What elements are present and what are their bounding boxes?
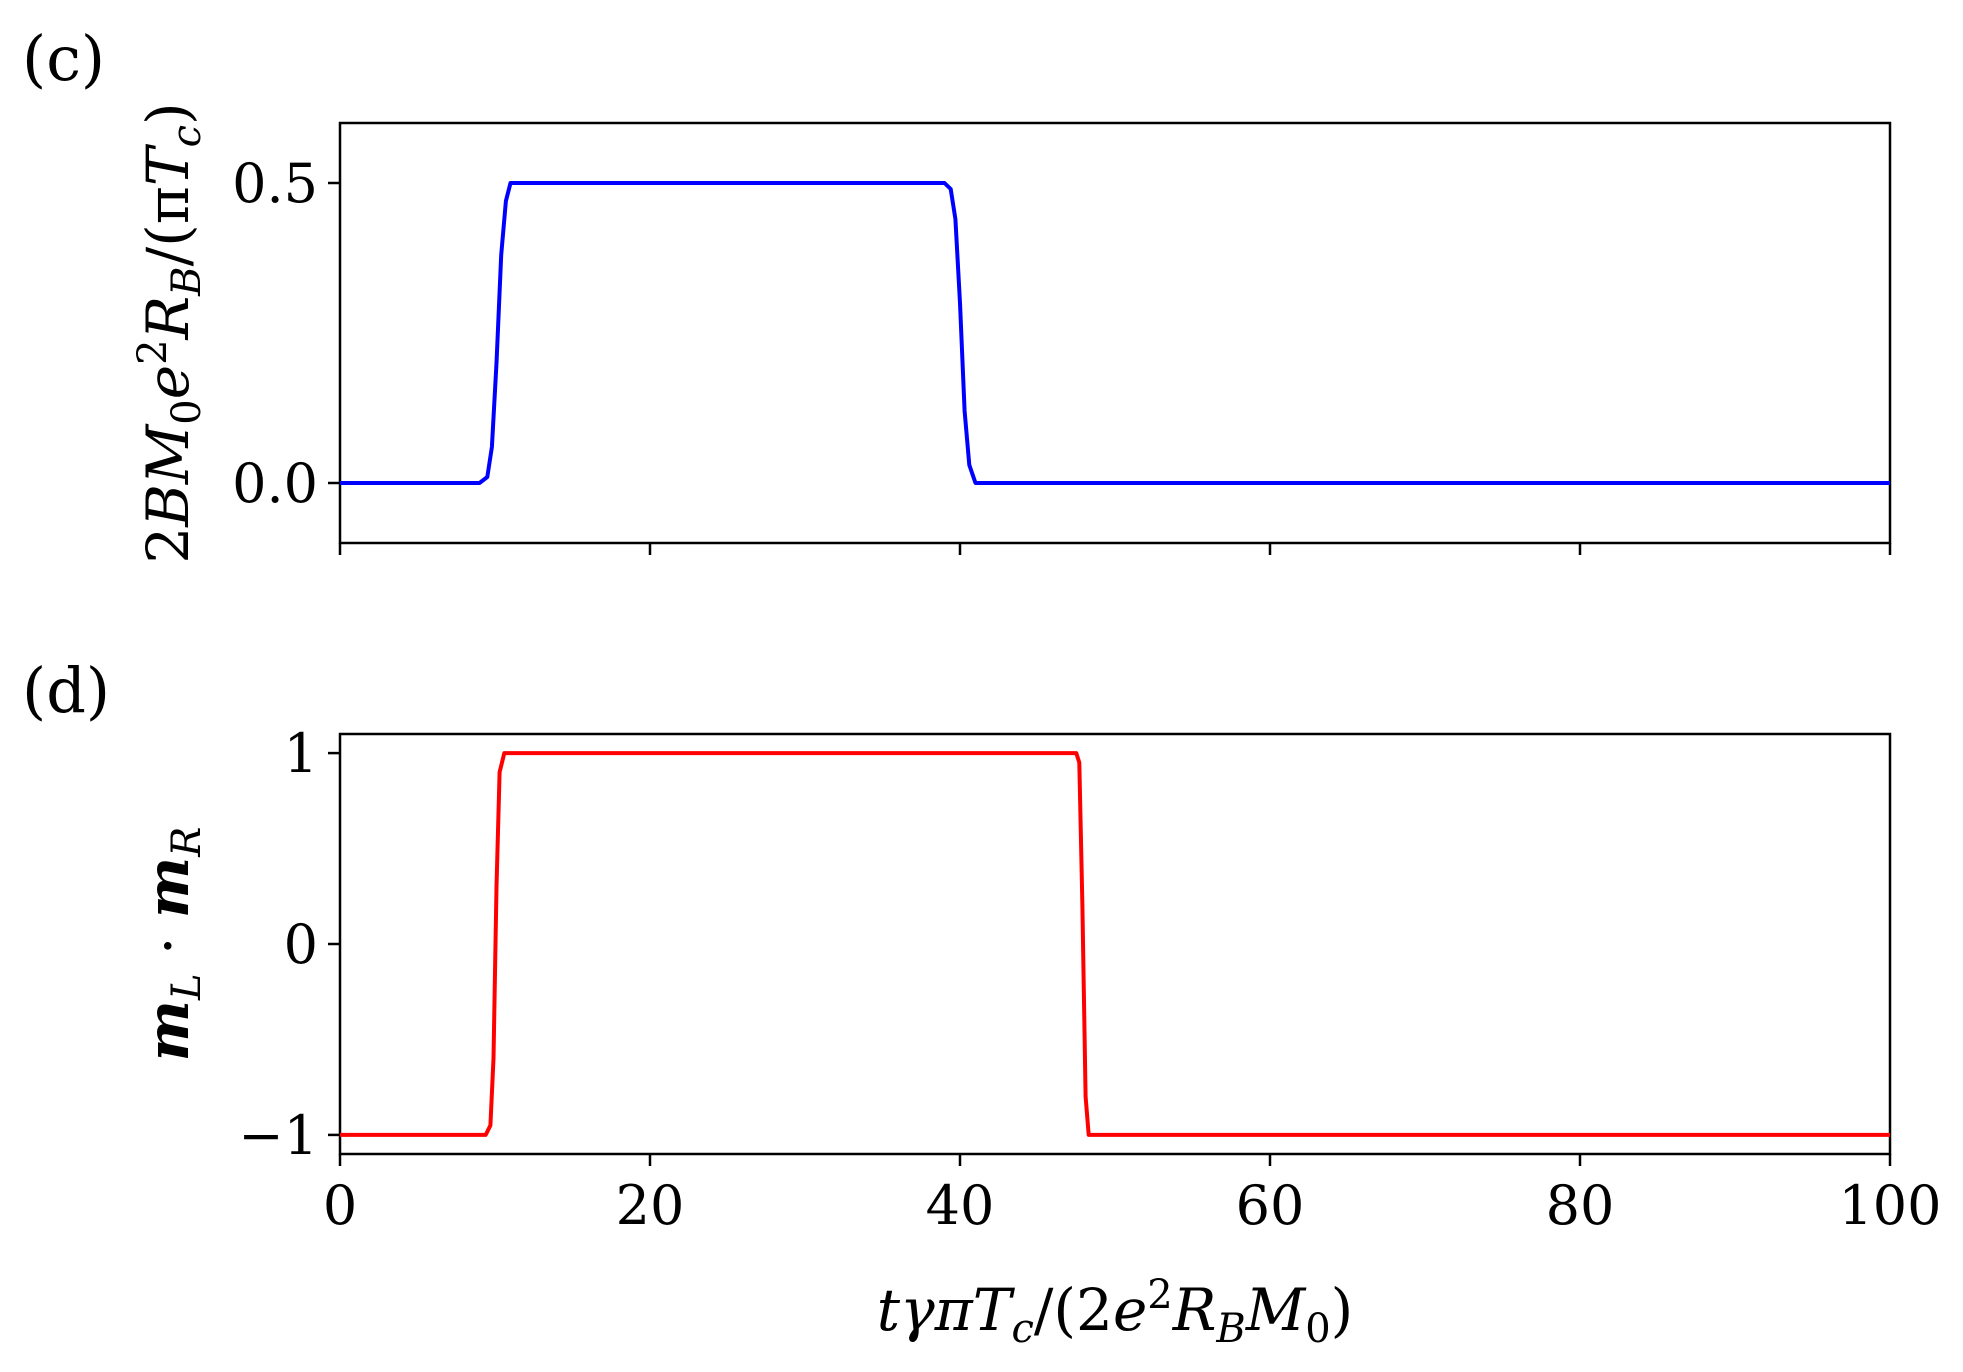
chart-panel-c: (c) 0.0 0.5 2BM0e2RB/(πTc) <box>22 22 1892 564</box>
y-axis-label-c: 2BM0e2RB/(πTc) <box>130 102 210 563</box>
y-tick-label: 1 <box>284 722 318 785</box>
y-tick-label: −1 <box>238 1104 318 1167</box>
y-ticks-c: 0.0 0.5 <box>232 152 340 515</box>
plot-frame-c <box>338 121 1892 545</box>
plot-frame-d <box>338 732 1892 1156</box>
x-tick-label: 100 <box>1838 1174 1941 1237</box>
y-axis-label-d: mL · mR <box>134 827 210 1062</box>
x-tick-label: 20 <box>616 1174 685 1237</box>
series-line-c <box>340 181 1890 485</box>
y-tick-label: 0.5 <box>232 152 318 215</box>
x-ticks-c <box>338 543 1892 555</box>
panel-label-d: (d) <box>22 654 110 727</box>
series-line-d <box>340 751 1890 1137</box>
y-tick-label: 0 <box>284 913 318 976</box>
x-tick-label: 80 <box>1546 1174 1615 1237</box>
x-tick-label: 0 <box>323 1174 357 1237</box>
y-tick-label: 0.0 <box>232 452 318 515</box>
chart-panel-d: (d) 0 20 40 60 80 100 −101 mL · mR tγπTc/(2e2… <box>22 654 1942 1352</box>
x-tick-label: 40 <box>926 1174 995 1237</box>
x-axis-label: tγπTc/(2e2RBM0) <box>877 1272 1354 1352</box>
panel-label-c: (c) <box>22 22 105 95</box>
x-tick-label: 60 <box>1236 1174 1305 1237</box>
y-ticks-d: −1 0 1 <box>238 722 340 1167</box>
x-ticks-d: 0 20 40 60 80 100 <box>323 1154 1942 1237</box>
